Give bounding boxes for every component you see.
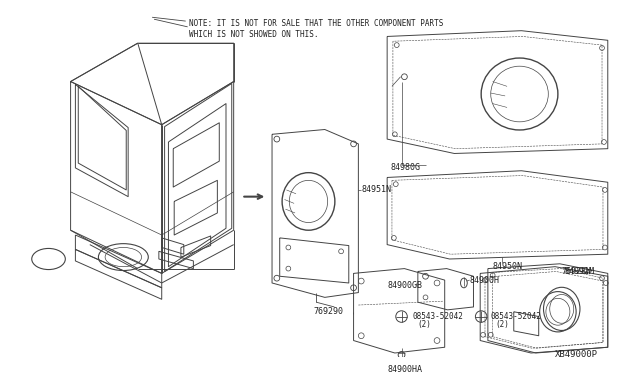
Text: (2): (2): [495, 320, 509, 329]
Text: 76928W: 76928W: [562, 267, 592, 276]
Text: 84950N: 84950N: [493, 262, 523, 271]
Text: 84992M: 84992M: [564, 267, 595, 276]
Text: 08543-52042: 08543-52042: [412, 312, 463, 321]
Text: NOTE: IT IS NOT FOR SALE THAT THE OTHER COMPONENT PARTS: NOTE: IT IS NOT FOR SALE THAT THE OTHER …: [189, 19, 443, 28]
Text: 84980G: 84980G: [390, 163, 420, 172]
Text: WHICH IS NOT SHOWED ON THIS.: WHICH IS NOT SHOWED ON THIS.: [189, 30, 318, 39]
Text: 84900GB: 84900GB: [387, 281, 422, 290]
Text: 84900HA: 84900HA: [387, 365, 422, 372]
Text: 08543-52042: 08543-52042: [491, 312, 541, 321]
Text: 84951N: 84951N: [361, 185, 391, 194]
Text: XB49000P: XB49000P: [555, 350, 598, 359]
Text: 769290: 769290: [314, 307, 343, 316]
Text: (2): (2): [417, 320, 431, 329]
Text: 84900H: 84900H: [470, 276, 500, 285]
